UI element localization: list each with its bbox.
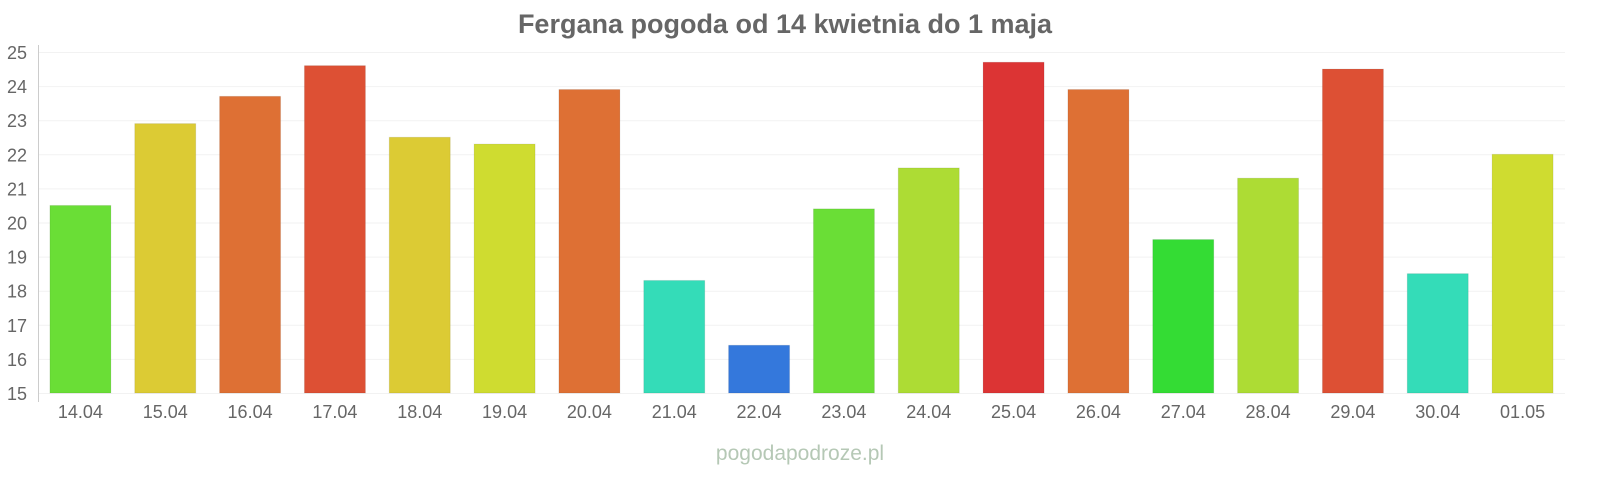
bar-17.04 <box>303 65 366 394</box>
y-tick-label: 16 <box>7 350 27 370</box>
y-tick-label: 24 <box>7 77 27 97</box>
watermark: pogodapodroze.pl <box>716 442 884 465</box>
x-tick-label: 25.04 <box>991 402 1036 422</box>
x-tick-label: 28.04 <box>1246 402 1291 422</box>
x-tick-label: 21.04 <box>652 402 697 422</box>
bar-25.04 <box>982 61 1045 394</box>
bar-26.04 <box>1067 89 1130 394</box>
x-tick-label: 30.04 <box>1415 402 1460 422</box>
y-tick-label: 15 <box>7 384 27 404</box>
x-tick-label: 14.04 <box>58 402 103 422</box>
bar-23.04 <box>812 208 875 394</box>
y-tick-label: 22 <box>7 145 27 165</box>
bar-18.04 <box>388 136 451 394</box>
bar-28.04 <box>1237 177 1300 394</box>
bar-16.04 <box>219 95 282 394</box>
y-tick-label: 19 <box>7 248 27 268</box>
bar-19.04 <box>473 143 536 394</box>
x-tick-label: 20.04 <box>567 402 612 422</box>
y-tick-label: 18 <box>7 282 27 302</box>
x-tick-label: 22.04 <box>737 402 782 422</box>
bar-20.04 <box>558 89 621 394</box>
x-tick-label: 18.04 <box>397 402 442 422</box>
bar-27.04 <box>1152 239 1215 394</box>
x-tick-label: 27.04 <box>1161 402 1206 422</box>
y-tick-label: 17 <box>7 316 27 336</box>
x-tick-label: 15.04 <box>143 402 188 422</box>
x-tick-label: 24.04 <box>906 402 951 422</box>
bar-29.04 <box>1321 68 1384 394</box>
y-tick-label: 21 <box>7 179 27 199</box>
x-tick-label: 23.04 <box>821 402 866 422</box>
x-tick-label: 16.04 <box>228 402 273 422</box>
x-tick-label: 29.04 <box>1330 402 1375 422</box>
bar-22.04 <box>728 344 791 394</box>
x-tick-label: 17.04 <box>312 402 357 422</box>
x-tick-label: 01.05 <box>1500 402 1545 422</box>
bar-15.04 <box>134 123 197 394</box>
y-tick-label: 25 <box>7 43 27 63</box>
bar-24.04 <box>897 167 960 394</box>
bar-30.04 <box>1406 273 1469 394</box>
bar-01.05 <box>1491 153 1554 394</box>
y-tick-label: 20 <box>7 214 27 234</box>
bar-21.04 <box>643 279 706 394</box>
chart-title: Fergana pogoda od 14 kwietnia do 1 maja <box>518 9 1053 39</box>
x-tick-label: 19.04 <box>482 402 527 422</box>
y-tick-label: 23 <box>7 111 27 131</box>
x-tick-label: 26.04 <box>1076 402 1121 422</box>
bar-14.04 <box>49 204 112 394</box>
